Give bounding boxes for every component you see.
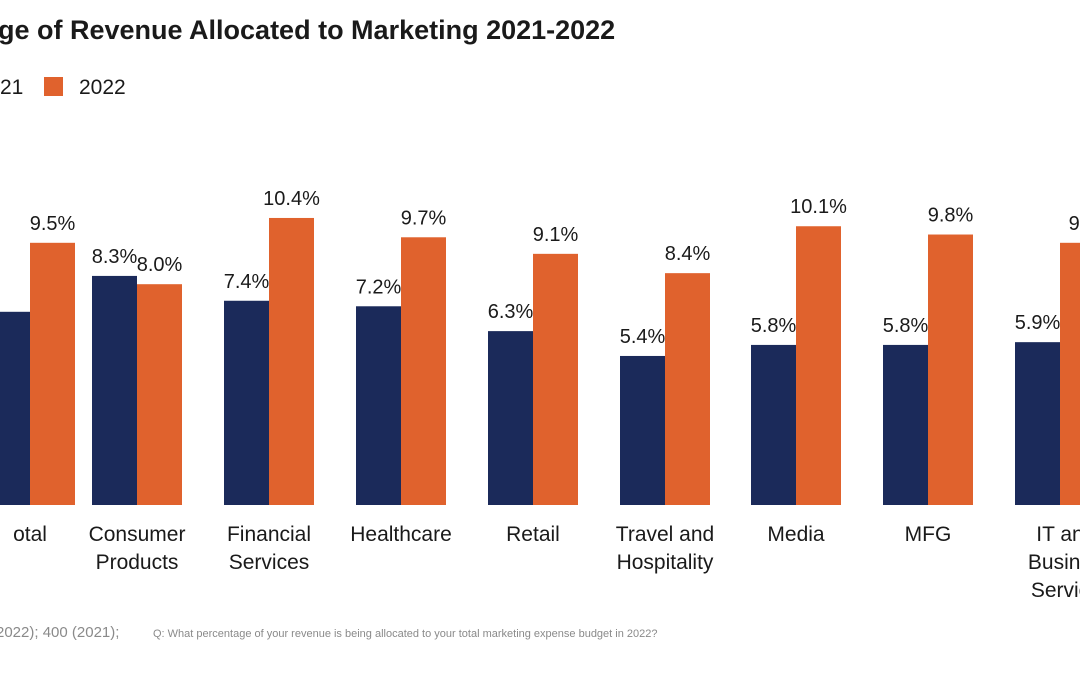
value-label-2022-1: 8.0% [137, 254, 183, 276]
value-label-2021-3: 7.2% [356, 276, 402, 298]
category-label-2-0: Financial [227, 523, 311, 546]
category-label-4-0: Retail [506, 523, 560, 546]
category-label-5-1: Hospitality [617, 551, 714, 574]
legend: 21 2022 [0, 76, 126, 99]
bar-2021-1 [92, 275, 137, 505]
bar-2021-6 [751, 344, 796, 505]
bar-2021-7 [883, 344, 928, 505]
category-label-8-2: Servic [1031, 579, 1080, 602]
category-label-2-1: Services [229, 551, 310, 574]
bar-2022-8 [1060, 242, 1080, 506]
bar-2022-3 [401, 237, 446, 505]
value-label-2021-7: 5.8% [883, 315, 929, 337]
value-label-2022-8: 9.9 [1069, 213, 1080, 235]
category-label-8-0: IT an [1036, 523, 1080, 546]
bars [0, 217, 1080, 506]
bar-2022-2 [269, 217, 314, 505]
category-label-1-0: Consumer [89, 523, 186, 546]
bar-2021-5 [620, 355, 665, 505]
bar-2021-8 [1015, 342, 1060, 505]
footnote-base: 2022); 400 (2021); [0, 624, 119, 641]
category-label-7-0: MFG [905, 523, 952, 546]
bar-2022-4 [533, 253, 578, 505]
bar-2022-0 [30, 242, 75, 506]
bar-2021-4 [488, 331, 533, 505]
bar-2022-7 [928, 234, 973, 505]
value-label-2022-6: 10.1% [790, 196, 847, 218]
value-label-2021-2: 7.4% [224, 271, 270, 293]
value-label-2022-5: 8.4% [665, 243, 711, 265]
category-label-1-1: Products [96, 551, 179, 574]
chart-title: ge of Revenue Allocated to Marketing 202… [0, 15, 615, 45]
value-label-2021-6: 5.8% [751, 315, 797, 337]
category-label-0-0: otal [13, 523, 47, 546]
value-label-2021-8: 5.9% [1015, 312, 1061, 334]
footnote-question: Q: What percentage of your revenue is be… [153, 628, 658, 640]
legend-label-2021: 21 [0, 76, 23, 99]
footnote: 2022); 400 (2021); Q: What percentage of… [0, 624, 658, 641]
value-label-2022-7: 9.8% [928, 205, 974, 227]
legend-swatch-2022 [44, 77, 63, 96]
category-label-5-0: Travel and [616, 523, 714, 546]
value-label-2021-1: 8.3% [92, 246, 138, 268]
category-labels: otal Consumer Products Financial Services Hea… [13, 523, 1080, 602]
value-label-2021-5: 5.4% [620, 326, 666, 348]
value-label-2022-0: 9.5% [30, 213, 76, 235]
bar-2022-1 [137, 284, 182, 505]
legend-label-2022: 2022 [79, 76, 126, 99]
bar-2021-3 [356, 306, 401, 505]
category-label-8-1: Busine [1028, 551, 1080, 574]
bar-2021-0 [0, 311, 30, 505]
category-label-3-0: Healthcare [350, 523, 452, 546]
value-labels: 9.5% 8.3% 8.0% 7.4% 10.4% 7.2% 9.7% 6.3% 9.1% 5.4… [30, 188, 1080, 348]
value-label-2022-4: 9.1% [533, 224, 579, 246]
category-label-6-0: Media [767, 523, 825, 546]
value-label-2021-4: 6.3% [488, 301, 534, 323]
value-label-2022-3: 9.7% [401, 207, 447, 229]
value-label-2022-2: 10.4% [263, 188, 320, 210]
bar-2021-2 [224, 300, 269, 505]
bar-2022-5 [665, 273, 710, 505]
bar-2022-6 [796, 226, 841, 506]
